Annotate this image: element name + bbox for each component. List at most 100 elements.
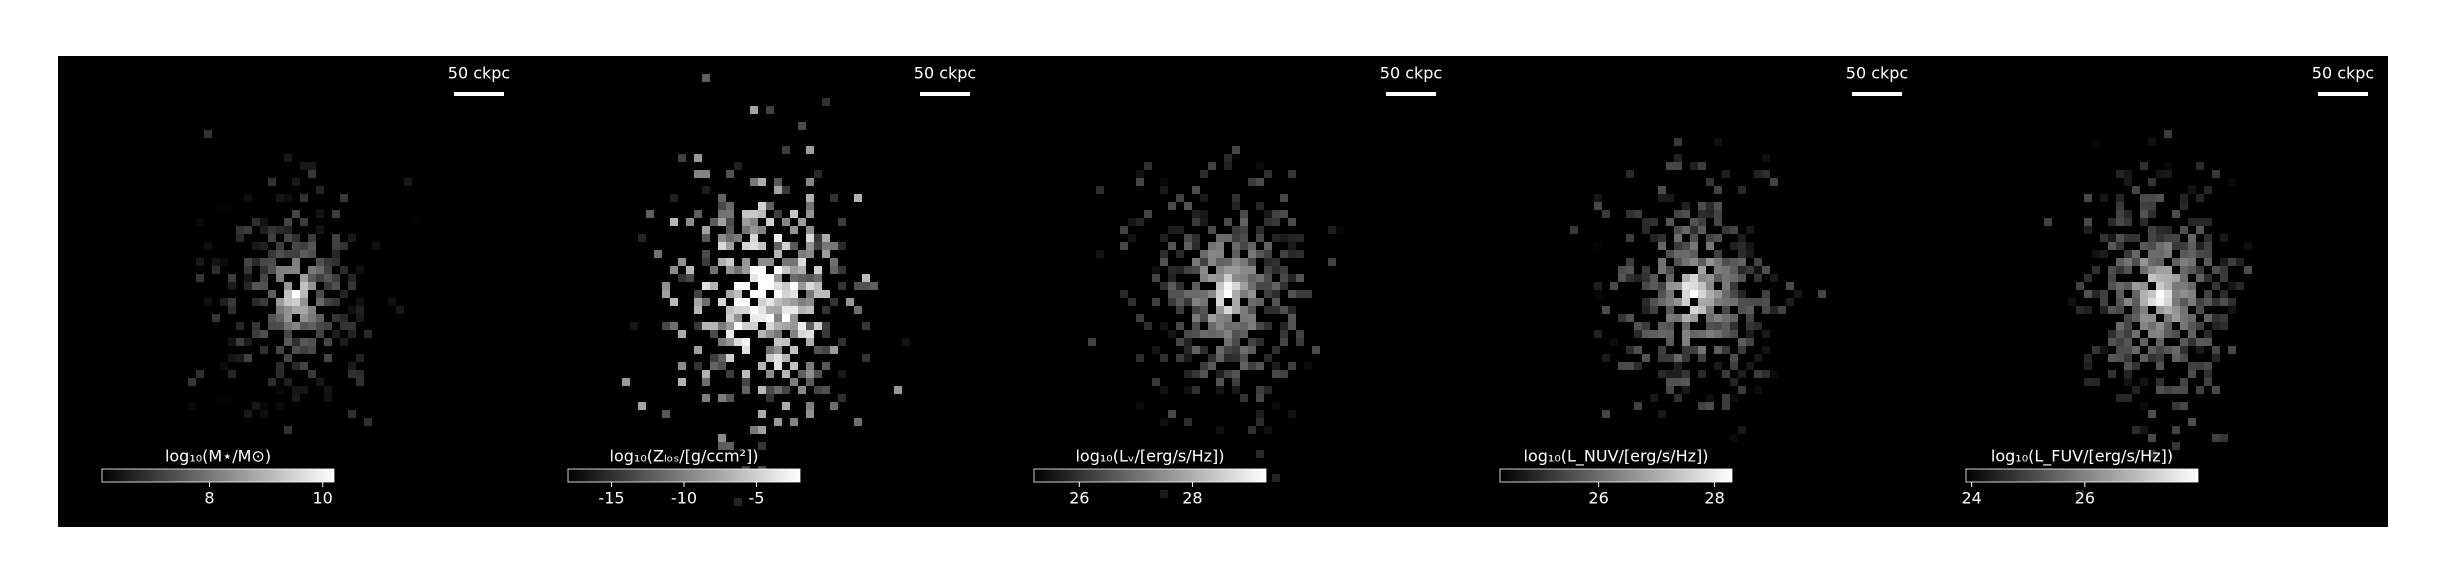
image-pixel — [1224, 218, 1232, 226]
image-pixel — [2124, 170, 2132, 178]
image-pixel — [300, 274, 308, 282]
image-pixel — [2212, 298, 2220, 306]
image-pixel — [1152, 346, 1160, 354]
image-pixel — [750, 314, 758, 322]
image-pixel — [822, 330, 830, 338]
image-pixel — [1128, 218, 1136, 226]
image-pixel — [2116, 258, 2124, 266]
image-pixel — [2148, 410, 2156, 418]
image-pixel — [774, 322, 782, 330]
image-pixel — [276, 346, 284, 354]
image-pixel — [268, 178, 276, 186]
image-pixel — [1264, 210, 1272, 218]
image-pixel — [1626, 258, 1634, 266]
image-pixel — [1248, 346, 1256, 354]
image-pixel — [790, 306, 798, 314]
image-pixel — [244, 266, 252, 274]
image-pixel — [1304, 290, 1312, 298]
image-pixel — [2164, 306, 2172, 314]
image-pixel — [2180, 274, 2188, 282]
image-pixel — [1280, 234, 1288, 242]
image-pixel — [1192, 306, 1200, 314]
image-pixel — [814, 386, 822, 394]
image-pixel — [1264, 290, 1272, 298]
image-pixel — [838, 266, 846, 274]
image-pixel — [228, 338, 236, 346]
image-pixel — [1192, 314, 1200, 322]
image-pixel — [2084, 194, 2092, 202]
image-pixel — [1232, 354, 1240, 362]
image-pixel — [1224, 314, 1232, 322]
colorbar-tick-label: 10 — [313, 489, 333, 508]
image-pixel — [1714, 218, 1722, 226]
image-pixel — [300, 162, 308, 170]
image-pixel — [2124, 218, 2132, 226]
image-pixel — [300, 306, 308, 314]
image-pixel — [2116, 234, 2124, 242]
image-pixel — [1240, 218, 1248, 226]
image-pixel — [726, 354, 734, 362]
image-pixel — [2172, 346, 2180, 354]
image-pixel — [1682, 282, 1690, 290]
image-pixel — [678, 274, 686, 282]
image-pixel — [332, 274, 340, 282]
image-pixel — [356, 306, 364, 314]
image-pixel — [268, 250, 276, 258]
image-pixel — [742, 226, 750, 234]
image-pixel — [1168, 274, 1176, 282]
image-pixel — [1666, 354, 1674, 362]
image-pixel — [2100, 306, 2108, 314]
image-pixel — [1738, 186, 1746, 194]
image-pixel — [782, 306, 790, 314]
image-pixel — [1706, 178, 1714, 186]
image-pixel — [1706, 330, 1714, 338]
image-pixel — [1216, 290, 1224, 298]
image-pixel — [774, 346, 782, 354]
image-pixel — [1682, 298, 1690, 306]
image-pixel — [1626, 362, 1634, 370]
image-pixel — [1714, 362, 1722, 370]
image-pixel — [1714, 258, 1722, 266]
image-pixel — [1224, 162, 1232, 170]
image-pixel — [1232, 378, 1240, 386]
image-pixel — [1674, 242, 1682, 250]
image-pixel — [2180, 194, 2188, 202]
image-pixel — [316, 322, 324, 330]
image-pixel — [1642, 322, 1650, 330]
image-pixel — [718, 298, 726, 306]
image-pixel — [324, 258, 332, 266]
image-pixel — [1288, 362, 1296, 370]
image-pixel — [1738, 274, 1746, 282]
image-pixel — [1256, 362, 1264, 370]
image-pixel — [332, 298, 340, 306]
image-pixel — [1256, 226, 1264, 234]
image-pixel — [1690, 306, 1698, 314]
image-pixel — [1634, 210, 1642, 218]
image-pixel — [2172, 282, 2180, 290]
image-pixel — [300, 362, 308, 370]
image-pixel — [324, 354, 332, 362]
image-pixel — [300, 290, 308, 298]
image-pixel — [1232, 202, 1240, 210]
image-pixel — [1216, 250, 1224, 258]
image-pixel — [268, 290, 276, 298]
image-pixel — [1722, 274, 1730, 282]
colorbar-tick-label: 26 — [1069, 489, 1089, 508]
image-pixel — [2164, 266, 2172, 274]
image-pixel — [806, 234, 814, 242]
image-pixel — [854, 282, 862, 290]
image-pixel — [1144, 322, 1152, 330]
image-pixel — [1762, 266, 1770, 274]
image-pixel — [718, 194, 726, 202]
image-pixel — [1216, 354, 1224, 362]
image-pixel — [2124, 346, 2132, 354]
image-pixel — [2172, 354, 2180, 362]
image-pixel — [742, 218, 750, 226]
image-pixel — [1176, 338, 1184, 346]
image-pixel — [2196, 362, 2204, 370]
image-pixel — [1682, 386, 1690, 394]
image-pixel — [1200, 306, 1208, 314]
image-pixel — [630, 322, 638, 330]
image-pixel — [726, 442, 734, 450]
image-pixel — [806, 410, 814, 418]
